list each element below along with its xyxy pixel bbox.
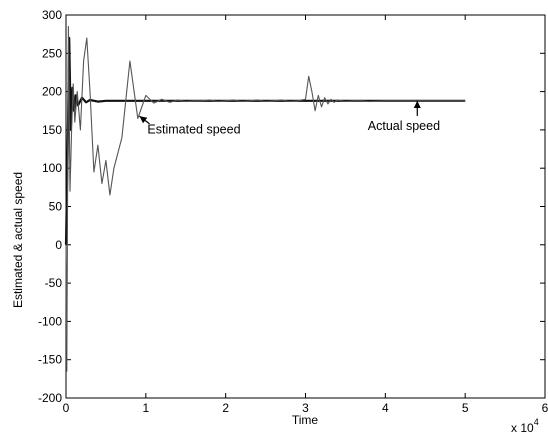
y-tick-label: 150 xyxy=(42,123,62,137)
annotation-label: Estimated speed xyxy=(147,123,240,137)
y-tick-label: 300 xyxy=(42,8,62,22)
x-tick-label: 2 xyxy=(222,401,229,415)
y-tick-label: -50 xyxy=(45,276,63,290)
x-axis-multiplier: x 104 xyxy=(511,417,539,435)
x-tick-label: 4 xyxy=(382,401,389,415)
series-line-actual-speed xyxy=(64,36,466,245)
annotation-arrow-head xyxy=(139,116,148,124)
series-line-estimated-speed xyxy=(65,25,466,372)
y-tick-label: -200 xyxy=(38,391,62,405)
y-axis-ticks: -200 -150 -100 -50 0 50 100 150 200 250 300 xyxy=(38,8,545,405)
x-axis-multiplier-exponent: 4 xyxy=(534,417,539,427)
x-axis-ticks: 0 1 2 3 4 5 6 xyxy=(63,15,548,415)
y-tick-label: 0 xyxy=(55,238,62,252)
plot-frame xyxy=(65,14,546,399)
x-axis-multiplier-base: x 10 xyxy=(511,421,534,435)
annotation-arrow-head xyxy=(413,100,421,108)
annotation-label: Actual speed xyxy=(368,119,440,133)
y-tick-label: 50 xyxy=(49,200,63,214)
annotations-layer: Estimated speed Actual speed xyxy=(139,100,440,137)
y-tick-label: 250 xyxy=(42,46,62,60)
y-tick-label: 200 xyxy=(42,85,62,99)
y-tick-label: -100 xyxy=(38,314,62,328)
x-tick-label: 1 xyxy=(142,401,149,415)
y-tick-label: -150 xyxy=(38,353,62,367)
x-axis-label: Time xyxy=(292,413,319,427)
plot-area-border xyxy=(65,14,546,399)
x-tick-label: 5 xyxy=(462,401,469,415)
series-layer xyxy=(64,25,466,372)
y-tick-label: 100 xyxy=(42,161,62,175)
x-tick-label: 0 xyxy=(63,401,70,415)
x-tick-label: 6 xyxy=(542,401,548,415)
y-axis-label: Estimated & actual speed xyxy=(11,172,25,308)
x-tick-label: 3 xyxy=(302,401,309,415)
